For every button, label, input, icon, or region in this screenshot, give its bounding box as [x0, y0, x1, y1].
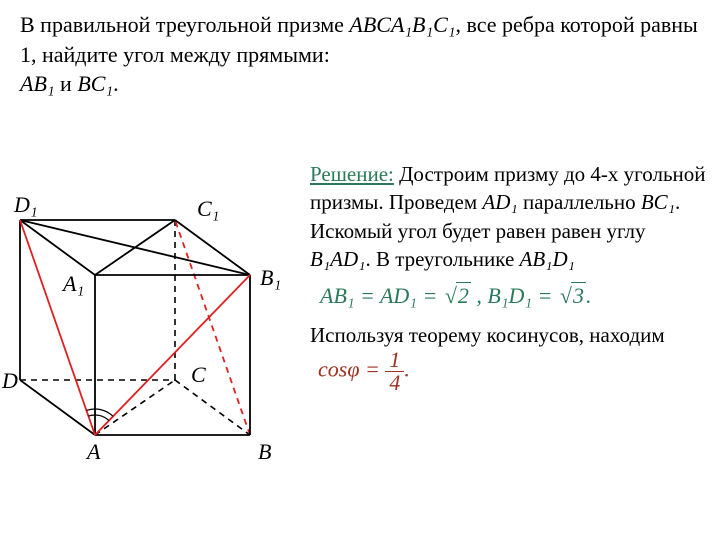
cos-eq-sign: =	[360, 357, 386, 382]
solution-block: Решение: Достроим призму до 4-х угольной…	[310, 160, 710, 394]
svg-text:C: C	[191, 362, 206, 387]
eq-eq2: =	[417, 283, 443, 308]
eq-eq1: =	[355, 283, 380, 308]
svg-text:B: B	[258, 439, 271, 464]
eq-comma: ,	[471, 283, 488, 308]
frac-den: 4	[385, 372, 404, 394]
svg-text:A: A	[85, 439, 101, 464]
sol-t2: параллельно	[518, 190, 641, 214]
eq-b1d1: B₁D₁	[487, 283, 532, 308]
cos-equation: cosφ = 14.	[318, 349, 410, 394]
eq-ab1: AB₁	[320, 283, 355, 308]
sqrt3: 3	[558, 281, 586, 311]
sqrt2: 2	[443, 281, 471, 311]
problem-period: .	[113, 71, 119, 96]
problem-statement: В правильной треугольной призме ABCA₁B₁C…	[20, 10, 700, 99]
svg-text:D₁: D₁	[13, 192, 38, 217]
bc1-label: BC₁	[77, 71, 113, 96]
sol-bc1: BC₁	[641, 190, 675, 214]
prism-label: ABCA₁B₁C₁	[349, 12, 455, 37]
problem-and: и	[55, 71, 78, 96]
solution-lead: Решение:	[310, 162, 394, 186]
svg-text:A₁: A₁	[61, 271, 84, 296]
cos-phi: φ	[347, 357, 359, 382]
cos-fraction: 14	[385, 349, 404, 394]
eq-period: .	[586, 283, 592, 308]
sol-t4: . В треугольнике	[365, 247, 519, 271]
problem-text-1: В правильной треугольной призме	[20, 12, 349, 37]
cos-period: .	[404, 357, 410, 382]
sol-t5: Используя теорему косинусов, находим	[310, 323, 665, 347]
ab1-label: AB₁	[20, 71, 55, 96]
sol-ab1d1: AB₁D₁	[520, 247, 575, 271]
svg-text:C₁: C₁	[197, 196, 219, 221]
svg-text:D: D	[1, 368, 18, 393]
equation-line: AB₁ = AD₁ = 2 , B₁D₁ = 3.	[320, 281, 710, 311]
eq-ad1: AD₁	[380, 283, 417, 308]
svg-text:B₁: B₁	[260, 265, 281, 290]
cos-label: cos	[318, 357, 347, 382]
frac-num: 1	[385, 349, 404, 372]
prism-diagram: D₁ C₁ A₁ B₁ D C A B	[0, 140, 300, 480]
sol-ad1: AD₁	[482, 190, 517, 214]
eq-eq3: =	[532, 283, 558, 308]
sol-b1ad1: B₁AD₁	[310, 247, 365, 271]
